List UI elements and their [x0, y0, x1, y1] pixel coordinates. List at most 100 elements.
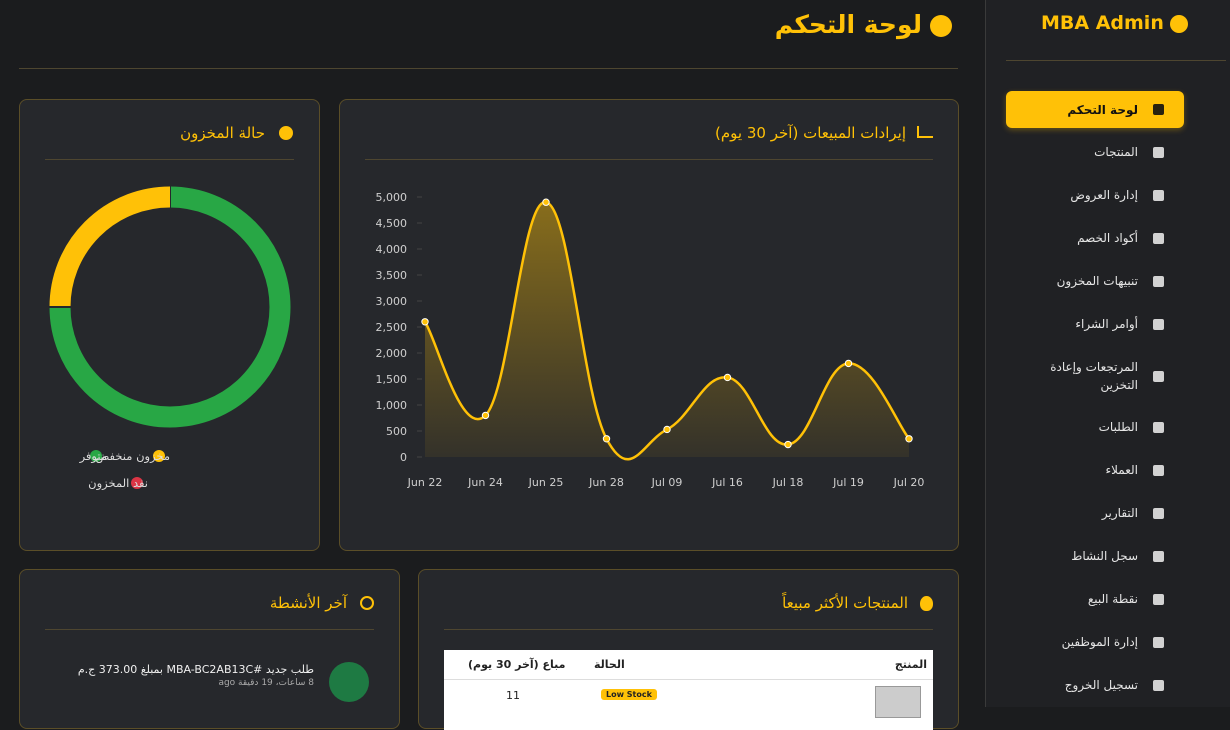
x-tick-label: Jun 24 [467, 476, 503, 489]
table: المنتج الحالة مباع (آخر 30 يوم) Low Stoc… [444, 650, 933, 730]
point [421, 318, 429, 326]
column-header: مباع (آخر 30 يوم) [468, 658, 566, 671]
point [844, 359, 853, 368]
y-tick-label: 5,000 [376, 191, 408, 204]
column-header: الحالة [594, 658, 625, 671]
title-icon [930, 15, 952, 37]
legend-swatch [153, 450, 165, 462]
nav-icon [1153, 636, 1164, 648]
nav-label: تنبيهات المخزون [1056, 274, 1138, 288]
nav-label: أوامر الشراء [1075, 317, 1138, 331]
nav-label: تسجيل الخروج [1064, 678, 1138, 692]
nav-label: نقطة البيع [1087, 592, 1138, 606]
y-tick-label: 0 [400, 451, 407, 464]
nav-label: العملاء [1105, 463, 1138, 477]
page-title: لوحة التحكم [774, 10, 922, 39]
nav-icon [1153, 275, 1164, 287]
legend-label: نفد المخزون [88, 476, 148, 491]
x-tick-label: Jul 09 [651, 476, 683, 489]
point [905, 435, 913, 443]
nav-label: الطلبات [1098, 420, 1138, 434]
nav-label: إدارة الموظفين [1061, 635, 1138, 649]
nav-item[interactable]: لوحة التحكم [1006, 91, 1184, 128]
nav-item[interactable]: المرتجعات وإعادة التخزين [1006, 350, 1184, 402]
card-title: المنتجات الأكثر مبيعاً [782, 594, 908, 612]
card: حالة المخزون متوفر مخزون منخفض نفد المخزون [19, 99, 320, 551]
nav-item[interactable]: تنبيهات المخزون [1006, 264, 1184, 298]
nav-item[interactable]: إدارة العروض [1006, 178, 1184, 212]
line [423, 200, 910, 461]
nav-item[interactable]: نقطة البيع [1006, 582, 1184, 616]
legend-swatch [131, 477, 143, 489]
x-tick-label: Jul 20 [893, 476, 925, 489]
sold-count: 11 [506, 689, 520, 702]
x-tick-label: Jun 22 [407, 476, 443, 489]
activity-text: طلب جديد #MBA-BC2AB13C بمبلغ 373.00 ج.م [77, 663, 314, 676]
divider [365, 159, 933, 160]
card-icon [920, 596, 933, 611]
nav-icon [1153, 679, 1164, 691]
point [602, 435, 611, 443]
card: إيرادات المبيعات (آخر 30 يوم) 0 500 1,000 1… [339, 99, 959, 551]
nav-label: سجل النشاط [1071, 549, 1138, 563]
y-tick-label: 4,000 [376, 243, 408, 256]
nav-icon [1153, 370, 1164, 382]
divider [45, 159, 294, 160]
status-badge: Low Stock [601, 689, 657, 700]
card-icon [360, 596, 374, 610]
line-chart: 0 500 1,000 1,500 2,000 2,500 3,000 3,500 4,000 4… [376, 191, 925, 489]
brand-icon [1170, 15, 1188, 33]
divider [45, 629, 374, 630]
card-title: إيرادات المبيعات (آخر 30 يوم) [715, 124, 906, 142]
card-icon [917, 126, 933, 138]
product-image [875, 686, 921, 718]
brand: MBA Admin [1041, 12, 1164, 34]
card-title: آخر الأنشطة [269, 594, 347, 612]
y-tick-label: 4,500 [376, 217, 408, 230]
nav-item[interactable]: تسجيل الخروج [1006, 668, 1184, 702]
y-tick-label: 500 [386, 425, 407, 438]
nav-label: لوحة التحكم [1067, 102, 1138, 117]
nav-icon [1153, 189, 1164, 201]
divider [444, 629, 933, 630]
x-tick-label: Jul 16 [711, 476, 743, 489]
point [663, 425, 671, 434]
nav-icon [1153, 593, 1164, 605]
nav-icon [1153, 550, 1164, 562]
y-tick-label: 3,000 [376, 295, 408, 308]
nav-item[interactable]: أكواد الخصم [1006, 221, 1184, 255]
legend-swatch [90, 450, 102, 462]
column-header: المنتج [894, 658, 927, 671]
card: آخر الأنشطة طلب جديد #MBA-BC2AB13C بمبلغ… [19, 569, 400, 729]
y-tick-label: 3,500 [376, 269, 408, 282]
x-tick-label: Jun 25 [528, 476, 564, 489]
nav-icon [1153, 232, 1164, 244]
point [481, 411, 490, 420]
nav-item[interactable]: إدارة الموظفين [1006, 625, 1184, 659]
nav-item[interactable]: التقارير [1006, 496, 1184, 530]
nav-item[interactable]: أوامر الشراء [1006, 307, 1184, 341]
nav-icon [1153, 464, 1164, 476]
y-tick-label: 2,500 [376, 321, 408, 334]
nav-label: المنتجات [1094, 145, 1138, 159]
nav-icon [1153, 507, 1164, 519]
y-tick-label: 1,500 [376, 373, 408, 386]
page: MBA Admin لوحة التحكم المنتجات إدارة العرو… [19, 0, 1226, 730]
nav-icon [1153, 146, 1164, 158]
nav-item[interactable]: المنتجات [1006, 135, 1184, 169]
x-tick-label: Jul 19 [832, 476, 864, 489]
card-icon [279, 126, 293, 140]
x-tick-label: Jul 18 [772, 476, 804, 489]
legend-label: متوفر [79, 449, 107, 464]
card: المنتجات الأكثر مبيعاً المنتج الحالة مبا… [418, 569, 959, 730]
area [425, 202, 909, 460]
divider [19, 68, 958, 69]
donut-segment [49, 186, 291, 428]
y-tick-label: 1,000 [376, 399, 408, 412]
point [784, 440, 792, 449]
nav-item[interactable]: العملاء [1006, 453, 1184, 487]
nav-label: المرتجعات وإعادة التخزين [1050, 360, 1138, 392]
nav-item[interactable]: سجل النشاط [1006, 539, 1184, 573]
nav-item[interactable]: الطلبات [1006, 410, 1184, 444]
